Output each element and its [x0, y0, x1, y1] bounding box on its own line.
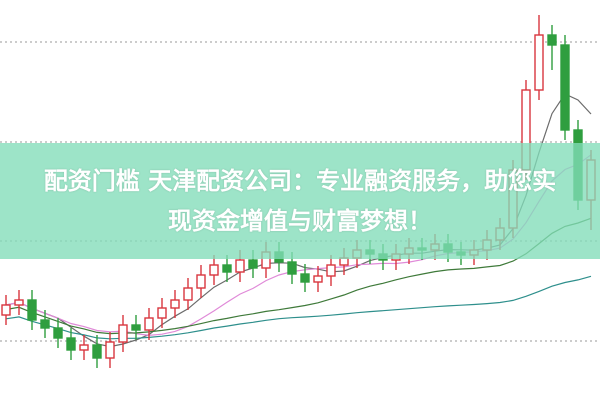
candle-body [326, 264, 336, 277]
candle-body [209, 264, 219, 276]
candle-body [27, 299, 37, 321]
candle-body [53, 327, 63, 339]
candle-body [287, 261, 297, 275]
candle-body [105, 341, 115, 359]
candle-body [92, 344, 102, 359]
candle-body [235, 259, 245, 273]
candle-body [560, 44, 570, 131]
candle-body [339, 257, 349, 266]
candle-body [66, 337, 76, 351]
candle-body [157, 307, 167, 319]
title-line-1: 配资门槛 天津配资公司：专业融资服务，助您实 [43, 167, 557, 195]
candle-body [196, 274, 206, 289]
title-line-2: 现资金增值与财富梦想！ [168, 207, 432, 235]
candle-body [40, 319, 50, 329]
candle-body [170, 299, 180, 309]
candle-body [144, 317, 154, 331]
candle-body [547, 34, 557, 46]
candle-body [300, 273, 310, 283]
candle-body [79, 344, 89, 351]
candle-body [131, 324, 141, 331]
candle-body [313, 275, 323, 283]
candle-body [534, 34, 544, 91]
moving-average-line-20 [5, 217, 592, 335]
candle-body [1, 304, 11, 316]
title-banner: 配资门槛 天津配资公司：专业融资服务，助您实 现资金增值与财富梦想！ [0, 143, 600, 259]
candle-body [183, 287, 193, 301]
candle-body [14, 299, 24, 306]
moving-average-line-40 [5, 275, 592, 340]
candle-body [248, 259, 258, 269]
candle-body [118, 324, 128, 343]
candle-body [222, 264, 232, 273]
